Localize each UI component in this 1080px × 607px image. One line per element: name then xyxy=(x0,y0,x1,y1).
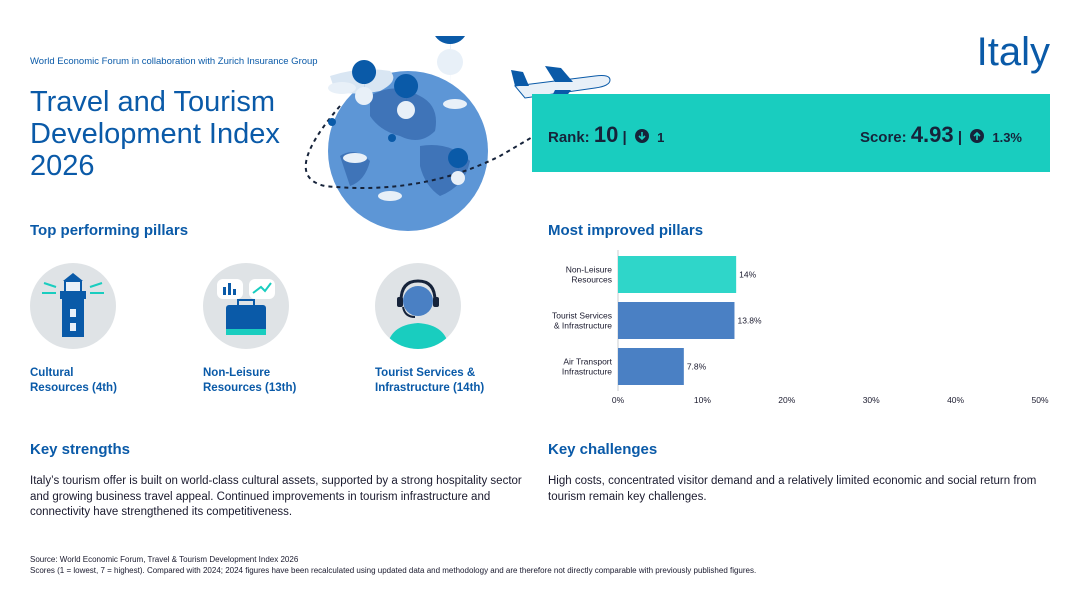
chart-tick-label: 30% xyxy=(863,395,880,405)
collaboration-note: World Economic Forum in collaboration wi… xyxy=(30,56,318,67)
source-note: Source: World Economic Forum, Travel & T… xyxy=(30,555,299,564)
chart-bar xyxy=(618,348,684,385)
chart-category-label: Air Transport xyxy=(563,357,612,367)
score-change: 1.3% xyxy=(992,130,1022,145)
key-challenges-text: High costs, concentrated visitor demand … xyxy=(548,475,1037,503)
top-pillars-heading: Top performing pillars xyxy=(30,222,189,239)
improved-pillars-heading: Most improved pillars xyxy=(548,222,704,239)
pillar-label-cultural: Cultural Resources (4th) xyxy=(30,367,117,394)
lighthouse-icon xyxy=(30,263,116,349)
chart-value-label: 14% xyxy=(739,270,756,280)
rank-label: Rank: xyxy=(548,129,590,146)
chart-category-label: Resources xyxy=(571,275,612,285)
down-arrow-icon xyxy=(634,129,649,143)
chart-tick-label: 50% xyxy=(1031,395,1048,405)
chart-category-label: Tourist Services xyxy=(552,311,612,321)
chart-tick-label: 10% xyxy=(694,395,711,405)
support-agent-icon xyxy=(375,263,461,349)
rank-value: 10 xyxy=(593,122,619,147)
pillar-label-tourist-services: Tourist Services & Infrastructure (14th) xyxy=(375,367,485,394)
chart-category-label: & Infrastructure xyxy=(554,321,612,331)
chart-tick-label: 40% xyxy=(947,395,964,405)
key-strengths-heading: Key strengths xyxy=(30,441,131,458)
score-value: 4.93 xyxy=(910,122,954,147)
globe-illustration xyxy=(300,8,620,236)
briefcase-icon xyxy=(203,263,289,349)
page-title: Travel and Tourism Development Index 202… xyxy=(30,86,280,182)
score-banner: Rank: 10 | 1 Score: 4.93 | 1.3% xyxy=(532,94,1050,172)
chart-tick-label: 20% xyxy=(778,395,795,405)
key-challenges-heading: Key challenges xyxy=(548,441,658,458)
rank-change: 1 xyxy=(657,130,665,145)
pillar-label-non-leisure: Non-Leisure Resources (13th) xyxy=(203,367,297,394)
chart-bar xyxy=(618,256,737,293)
chart-bar xyxy=(618,302,735,339)
rank-separator: | xyxy=(622,129,627,146)
methodology-note: Scores (1 = lowest, 7 = highest). Compar… xyxy=(30,566,757,575)
chart-tick-label: 0% xyxy=(612,395,625,405)
rank-indicator: Rank: 10 | 1 xyxy=(548,122,664,148)
chart-category-label: Infrastructure xyxy=(562,367,612,377)
chart-category-label: Non-Leisure xyxy=(566,265,613,275)
score-separator: | xyxy=(957,129,963,146)
up-arrow-icon xyxy=(970,129,985,143)
key-strengths-text: Italy’s tourism offer is built on world-… xyxy=(30,475,522,518)
country-name: Italy xyxy=(976,30,1050,74)
chart-value-label: 13.8% xyxy=(737,316,762,326)
chart-value-label: 7.8% xyxy=(687,362,707,372)
score-label: Score: xyxy=(859,129,907,146)
score-indicator: Score: 4.93 | 1.3% xyxy=(860,122,1022,148)
improved-pillars-chart: 14% Non-Leisure Resources 13.8% Tourist Serv… xyxy=(530,248,1060,408)
